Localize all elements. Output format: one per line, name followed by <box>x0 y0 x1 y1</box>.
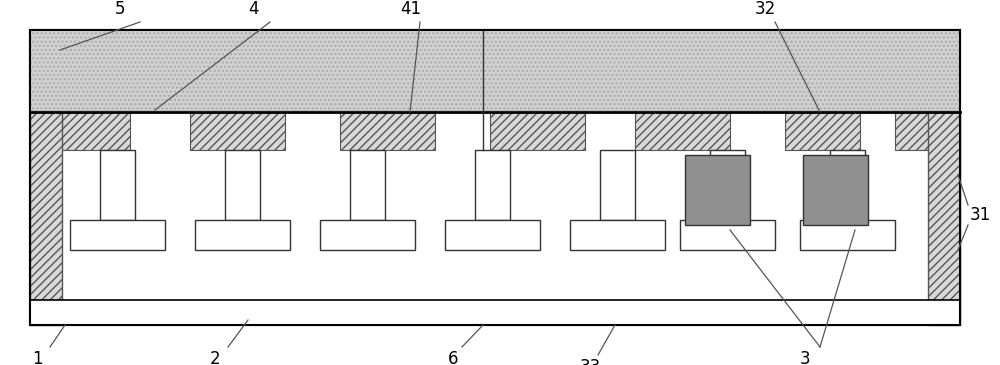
FancyBboxPatch shape <box>490 112 585 150</box>
FancyBboxPatch shape <box>225 150 260 220</box>
FancyBboxPatch shape <box>928 112 960 325</box>
FancyBboxPatch shape <box>320 220 415 250</box>
FancyBboxPatch shape <box>800 220 895 250</box>
FancyBboxPatch shape <box>685 155 750 225</box>
FancyBboxPatch shape <box>30 112 130 150</box>
Text: 32: 32 <box>755 0 776 18</box>
Text: 31: 31 <box>970 206 991 224</box>
Text: 5: 5 <box>115 0 126 18</box>
FancyBboxPatch shape <box>30 30 960 110</box>
FancyBboxPatch shape <box>895 112 960 150</box>
FancyBboxPatch shape <box>30 30 960 325</box>
FancyBboxPatch shape <box>350 150 385 220</box>
Text: 4: 4 <box>248 0 258 18</box>
FancyBboxPatch shape <box>100 150 135 220</box>
Text: 3: 3 <box>800 350 811 365</box>
FancyBboxPatch shape <box>30 300 960 325</box>
FancyBboxPatch shape <box>340 112 435 150</box>
FancyBboxPatch shape <box>830 150 865 220</box>
FancyBboxPatch shape <box>30 112 62 325</box>
FancyBboxPatch shape <box>195 220 290 250</box>
Text: 2: 2 <box>210 350 221 365</box>
Text: 1: 1 <box>32 350 43 365</box>
Text: 41: 41 <box>400 0 421 18</box>
Text: 6: 6 <box>448 350 458 365</box>
FancyBboxPatch shape <box>635 112 730 150</box>
Text: 33: 33 <box>580 358 601 365</box>
FancyBboxPatch shape <box>600 150 635 220</box>
FancyBboxPatch shape <box>190 112 285 150</box>
FancyBboxPatch shape <box>803 155 868 225</box>
FancyBboxPatch shape <box>710 150 745 220</box>
FancyBboxPatch shape <box>475 150 510 220</box>
FancyBboxPatch shape <box>570 220 665 250</box>
FancyBboxPatch shape <box>680 220 775 250</box>
FancyBboxPatch shape <box>70 220 165 250</box>
FancyBboxPatch shape <box>785 112 860 150</box>
FancyBboxPatch shape <box>445 220 540 250</box>
